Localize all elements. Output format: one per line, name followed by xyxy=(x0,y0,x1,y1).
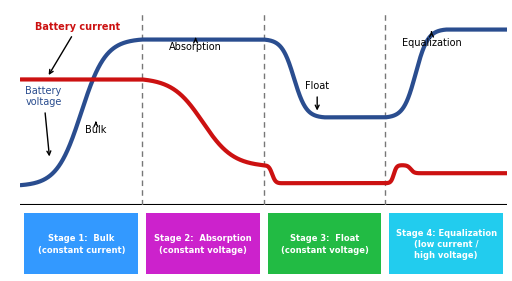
Bar xyxy=(25,214,138,274)
Text: Stage 3:  Float
(constant voltage): Stage 3: Float (constant voltage) xyxy=(281,234,369,255)
Bar xyxy=(146,214,260,274)
Text: Battery current: Battery current xyxy=(35,22,120,74)
Bar xyxy=(389,214,503,274)
Text: Stage 2:  Absorption
(constant voltage): Stage 2: Absorption (constant voltage) xyxy=(154,234,252,255)
Text: Stage 4: Equalization
(low current /
high voltage): Stage 4: Equalization (low current / hig… xyxy=(395,228,497,260)
Text: Float: Float xyxy=(305,81,329,109)
Text: Equalization: Equalization xyxy=(401,32,461,47)
Bar xyxy=(268,214,381,274)
Text: Stage 1:  Bulk
(constant current): Stage 1: Bulk (constant current) xyxy=(37,234,125,255)
Text: Bulk: Bulk xyxy=(85,122,106,135)
Text: Battery
voltage: Battery voltage xyxy=(26,86,62,155)
Text: Absorption: Absorption xyxy=(169,38,222,51)
